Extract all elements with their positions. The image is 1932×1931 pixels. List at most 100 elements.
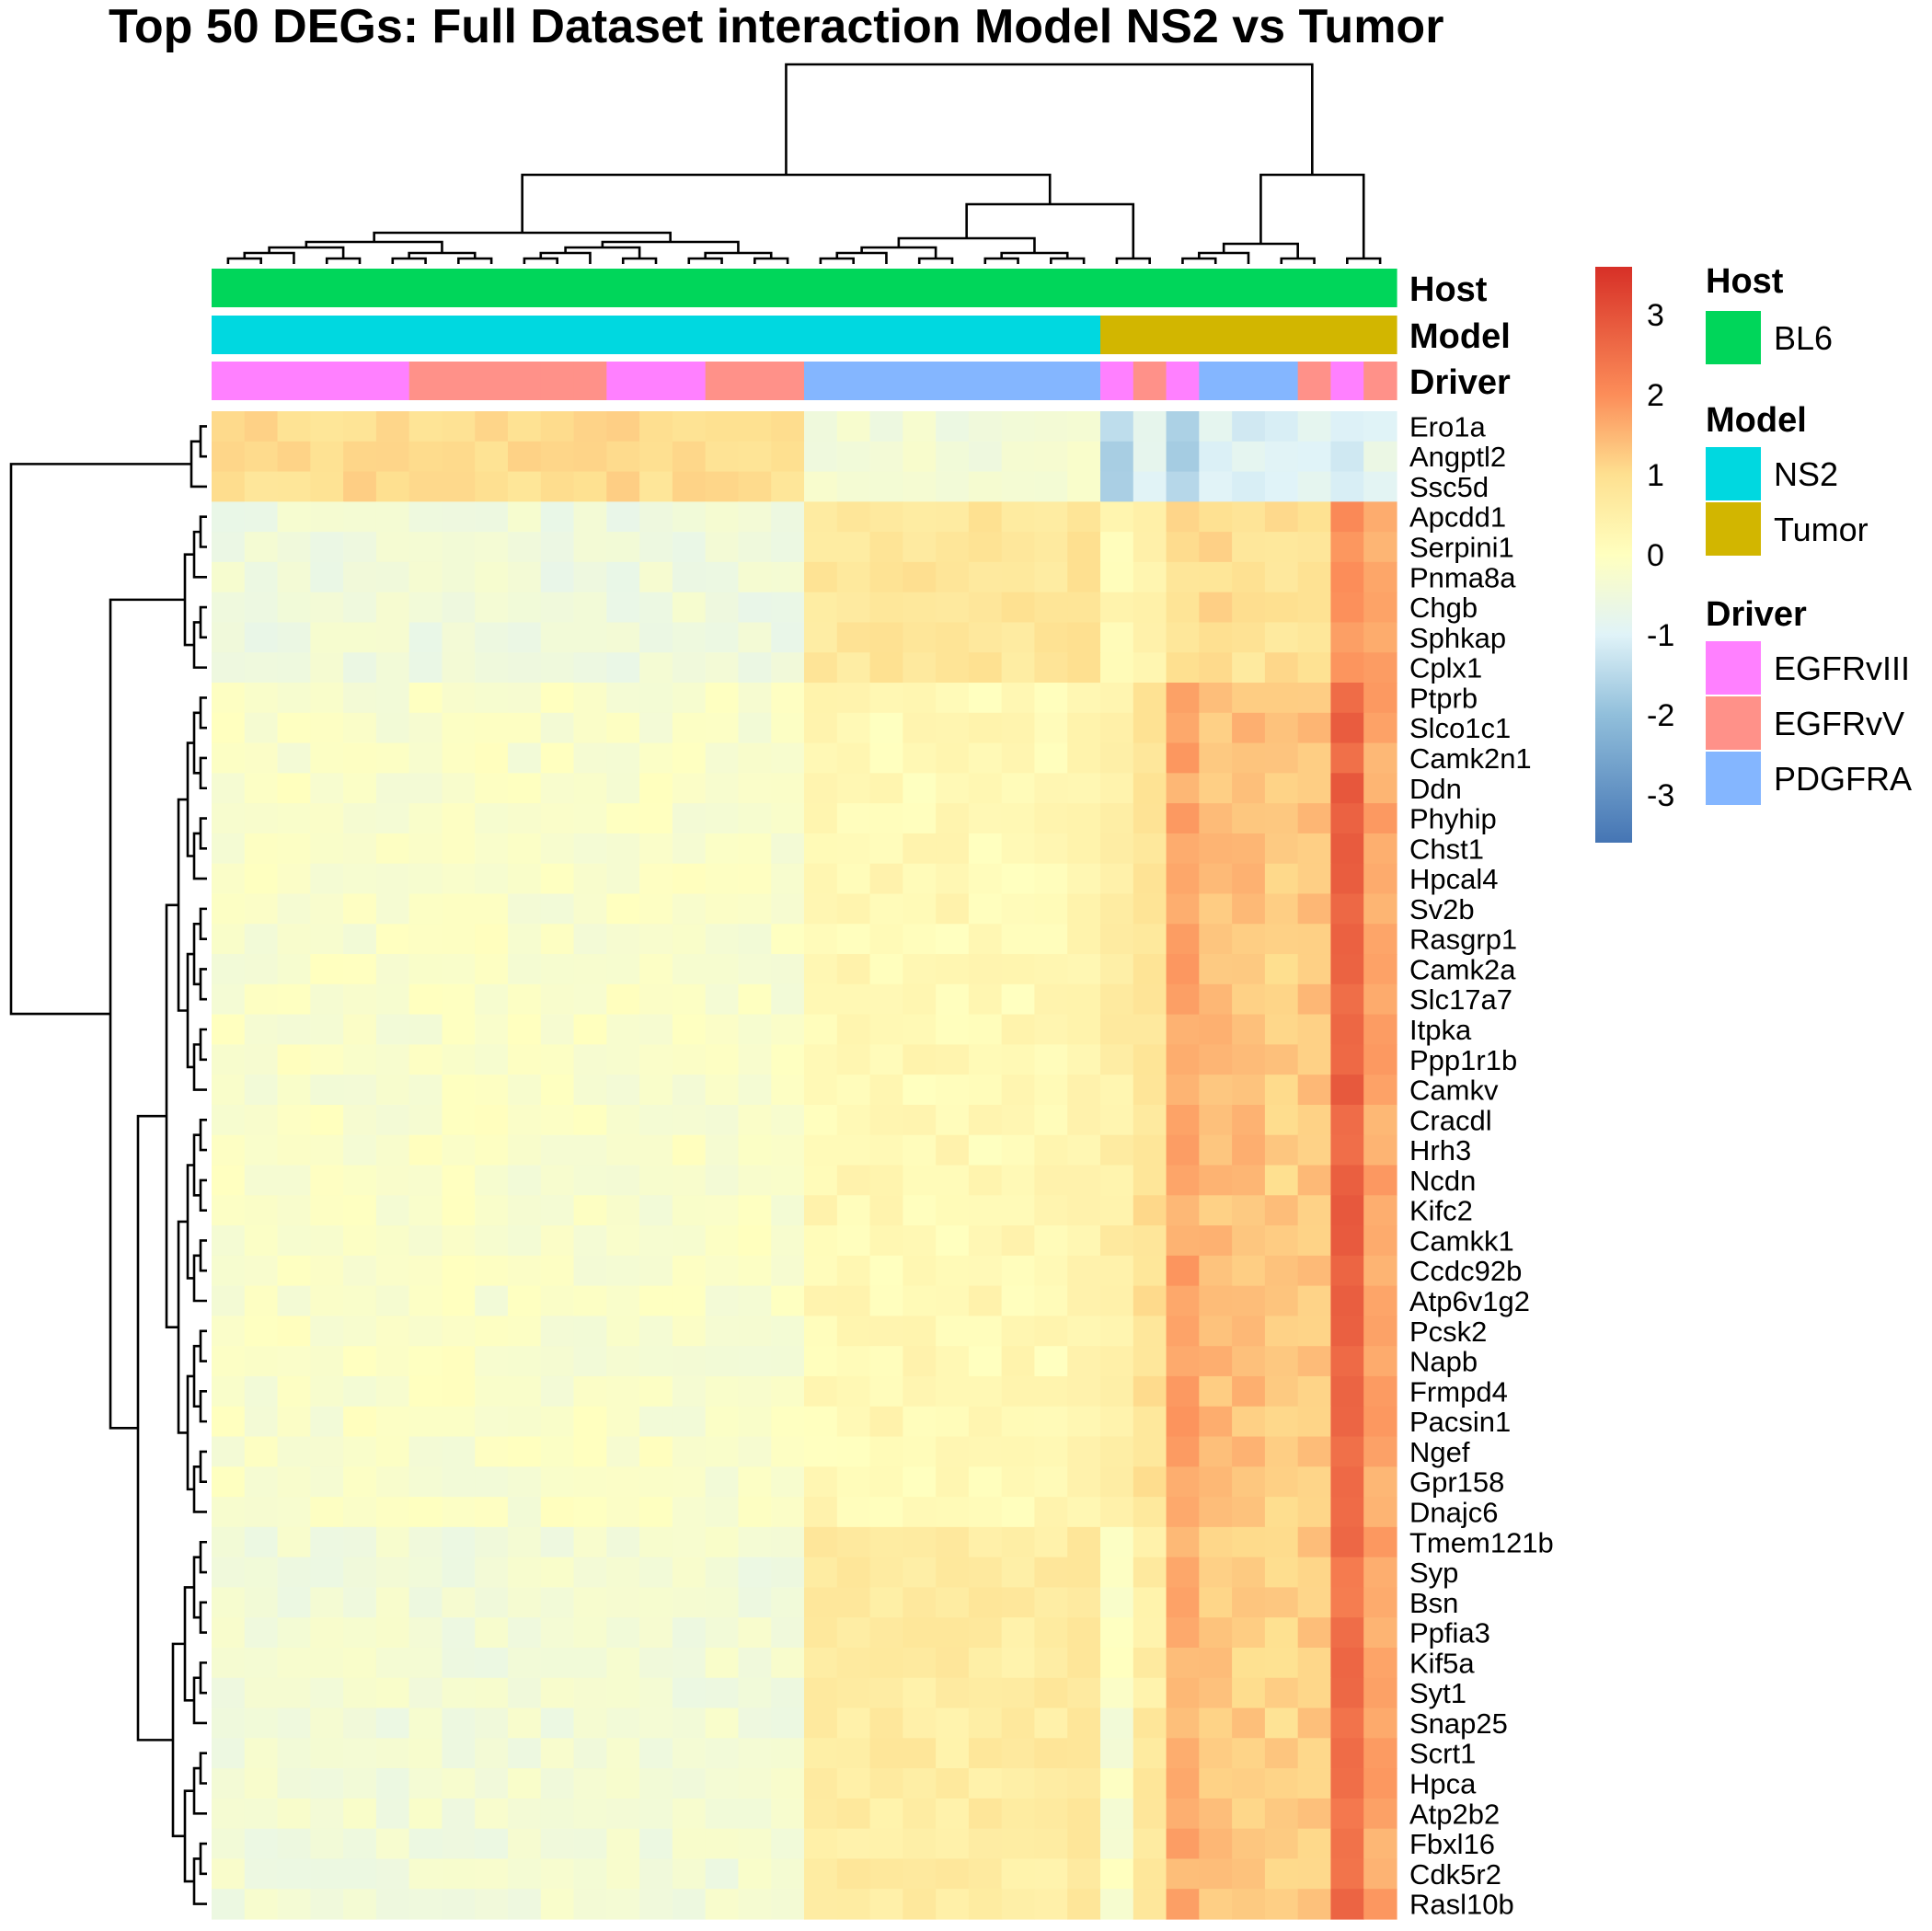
- heatmap-cell: [672, 1526, 707, 1558]
- heatmap-cell: [968, 1195, 1003, 1226]
- heatmap-cell: [277, 924, 311, 955]
- heatmap-cell: [1297, 501, 1332, 533]
- annotation-cell-model: [672, 316, 707, 354]
- dendrogram-branch: [325, 257, 362, 264]
- heatmap-cell: [573, 1436, 607, 1467]
- heatmap-cell: [1166, 1195, 1200, 1226]
- heatmap-cell: [1133, 712, 1167, 744]
- heatmap-cell: [836, 1104, 871, 1136]
- annotation-cell-host: [1297, 269, 1332, 307]
- heatmap-cell: [1100, 1255, 1134, 1287]
- heatmap-cell: [672, 471, 707, 502]
- heatmap-cell: [1001, 652, 1036, 684]
- heatmap-cell: [771, 1104, 805, 1136]
- heatmap-cell: [672, 1285, 707, 1316]
- heatmap-cell: [573, 683, 607, 714]
- heatmap-cell: [968, 1375, 1003, 1408]
- heatmap-cell: [1297, 1075, 1332, 1106]
- heatmap-cell: [1001, 683, 1036, 714]
- heatmap-cell: [475, 1707, 509, 1739]
- heatmap-cell: [869, 1165, 903, 1196]
- heatmap-cell: [903, 803, 937, 834]
- heatmap-cell: [968, 1044, 1003, 1075]
- chart-title: Top 50 DEGs: Full Dataset interaction Mo…: [109, 0, 1443, 53]
- heatmap-cell: [672, 1768, 707, 1799]
- heatmap-cell: [705, 1647, 740, 1679]
- annotation-cell-driver: [277, 362, 311, 400]
- heatmap-cell: [1001, 532, 1036, 563]
- heatmap-cell: [1067, 924, 1101, 955]
- row-label: Ccdc92b: [1409, 1255, 1522, 1287]
- heatmap-cell: [1067, 471, 1101, 502]
- heatmap-cell: [836, 954, 871, 985]
- heatmap-cell: [1232, 1526, 1266, 1558]
- heatmap-cell: [771, 1075, 805, 1106]
- heatmap-cell: [212, 1225, 246, 1257]
- heatmap-cell: [639, 742, 673, 774]
- heatmap-cell: [1297, 471, 1332, 502]
- heatmap-cell: [903, 501, 937, 533]
- heatmap-cell: [771, 712, 805, 744]
- heatmap-cell: [573, 1044, 607, 1075]
- heatmap-cell: [508, 833, 542, 865]
- heatmap-cell: [343, 471, 377, 502]
- heatmap-cell: [1199, 1677, 1233, 1709]
- row-label: Kif5a: [1409, 1647, 1475, 1679]
- heatmap-cell: [1297, 1828, 1332, 1860]
- heatmap-cell: [343, 1707, 377, 1739]
- heatmap-cell: [1067, 411, 1101, 443]
- heatmap-cell: [573, 1858, 607, 1890]
- annotation-cell-model: [212, 316, 246, 354]
- heatmap-cell: [1232, 773, 1266, 804]
- heatmap-cell: [771, 833, 805, 865]
- heatmap-cell: [705, 1738, 740, 1769]
- heatmap-cell: [1034, 1075, 1068, 1106]
- heatmap-cell: [606, 1375, 640, 1408]
- heatmap-cell: [738, 592, 772, 624]
- heatmap-cell: [540, 1014, 575, 1045]
- heatmap-cell: [936, 1557, 970, 1589]
- heatmap-cell: [408, 1828, 443, 1860]
- heatmap-cell: [212, 561, 246, 593]
- heatmap-cell: [1330, 411, 1364, 443]
- heatmap-cell: [903, 924, 937, 955]
- heatmap-cell: [1001, 1255, 1036, 1287]
- heatmap-cell: [1297, 1014, 1332, 1045]
- heatmap-cell: [738, 773, 772, 804]
- heatmap-cell: [212, 501, 246, 533]
- annotation-cell-host: [212, 269, 246, 307]
- heatmap-cell: [1166, 1104, 1200, 1136]
- heatmap-cell: [1199, 592, 1233, 624]
- heatmap-cell: [1330, 1557, 1364, 1589]
- heatmap-cell: [310, 1316, 344, 1347]
- heatmap-cell: [836, 1798, 871, 1830]
- heatmap-cell: [1067, 1375, 1101, 1408]
- heatmap-cell: [606, 471, 640, 502]
- heatmap-cell: [277, 1647, 311, 1679]
- heatmap-cell: [639, 1346, 673, 1377]
- heatmap-cell: [869, 1075, 903, 1106]
- heatmap-cell: [277, 532, 311, 563]
- heatmap-cell: [1264, 1255, 1299, 1287]
- heatmap-cell: [738, 1768, 772, 1799]
- heatmap-cell: [672, 1798, 707, 1830]
- dendrogram-branch: [897, 236, 1036, 253]
- heatmap-cell: [936, 1406, 970, 1438]
- heatmap-cell: [1001, 1104, 1036, 1136]
- heatmap-cell: [836, 622, 871, 653]
- dendrogram-branch: [199, 1661, 207, 1695]
- heatmap-cell: [738, 1285, 772, 1316]
- dendrogram-branch: [190, 440, 207, 488]
- heatmap-cell: [475, 441, 509, 473]
- heatmap-cell: [1133, 983, 1167, 1016]
- heatmap-cell: [277, 471, 311, 502]
- row-label: Angptl2: [1409, 441, 1506, 473]
- color-scale-tick: -3: [1647, 778, 1674, 813]
- heatmap-cell: [804, 1285, 838, 1316]
- heatmap-cell: [1133, 1316, 1167, 1347]
- heatmap-cell: [442, 1707, 476, 1739]
- row-label: Pnma8a: [1409, 561, 1516, 593]
- heatmap-cell: [343, 1255, 377, 1287]
- heatmap-cell: [968, 983, 1003, 1016]
- heatmap-cell: [1363, 924, 1397, 955]
